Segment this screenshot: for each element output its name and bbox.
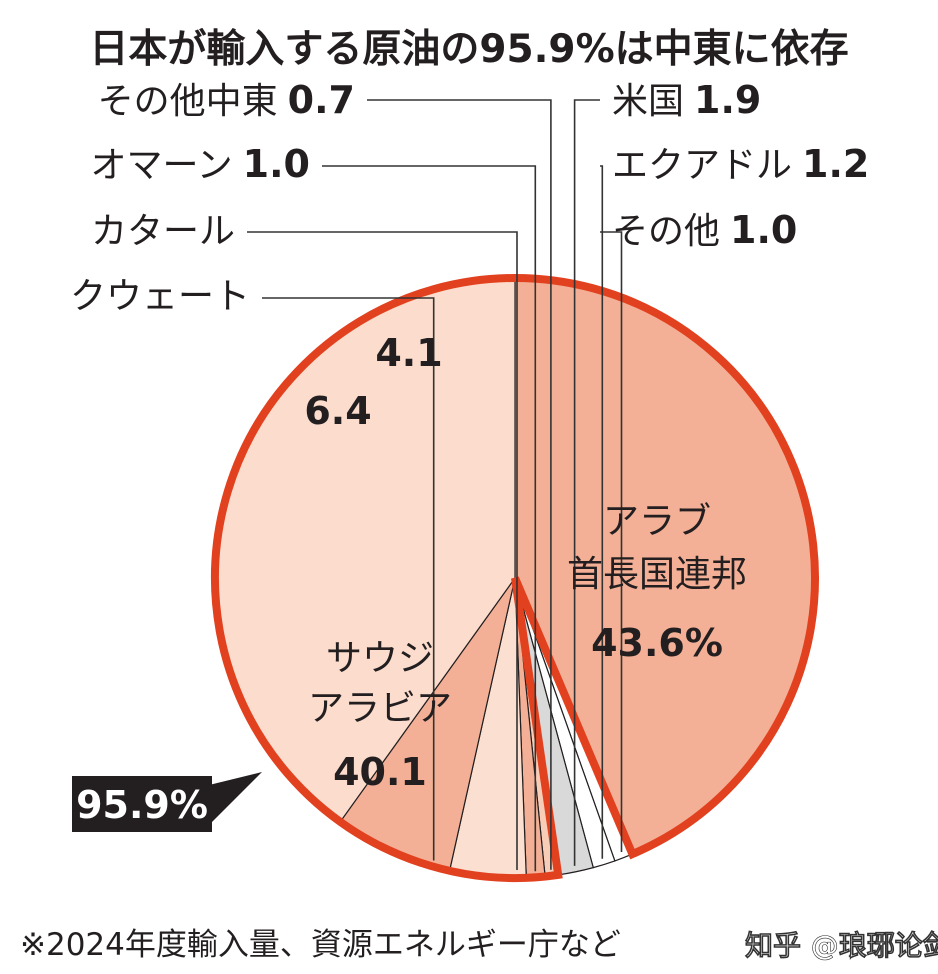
label-other_me: その他中東 0.7 [98, 78, 355, 122]
label-ecuador: エクアドル 1.2 [612, 142, 869, 186]
label-other: その他 1.0 [612, 208, 797, 252]
leader-other [600, 231, 623, 852]
inner-value-uae: 43.6% [591, 621, 723, 665]
inner-name-uae-1: 首長国連邦 [567, 554, 747, 595]
label-oman: オマーン 1.0 [90, 142, 310, 186]
inner-name-saudi-1: アラビア [308, 688, 452, 729]
label-qatar: カタール [91, 211, 235, 252]
leader-oman [322, 165, 537, 872]
watermark: 知乎 @琅琊论剑 [745, 929, 938, 962]
total-badge-text: 95.9% [76, 783, 208, 827]
leader-lines [247, 99, 623, 872]
source-note: ※2024年度輸入量、資源エネルギー庁など [20, 927, 621, 963]
label-usa: 米国 1.9 [612, 78, 761, 122]
chart-title: 日本が輸入する原油の95.9%は中東に依存 [89, 27, 848, 72]
leader-usa [573, 99, 600, 866]
inner-name-saudi-0: サウジ [326, 638, 434, 679]
inner-value-saudi: 40.1 [333, 750, 427, 794]
inner-value-qatar: 4.1 [375, 331, 442, 375]
middle-east-outline [211, 274, 819, 882]
leader-qatar [247, 231, 518, 870]
inner-value-kuwait: 6.4 [304, 389, 371, 433]
total-badge-box [72, 776, 212, 832]
leader-other_me [367, 99, 552, 870]
middle-east-outline-path [211, 274, 819, 882]
label-kuwait: クウェート [70, 276, 250, 317]
leader-ecuador [600, 165, 604, 859]
inner-name-uae-0: アラブ [603, 501, 711, 542]
total-badge-pointer [205, 772, 262, 822]
total-badge: 95.9% [72, 772, 262, 832]
leader-kuwait [262, 297, 435, 861]
